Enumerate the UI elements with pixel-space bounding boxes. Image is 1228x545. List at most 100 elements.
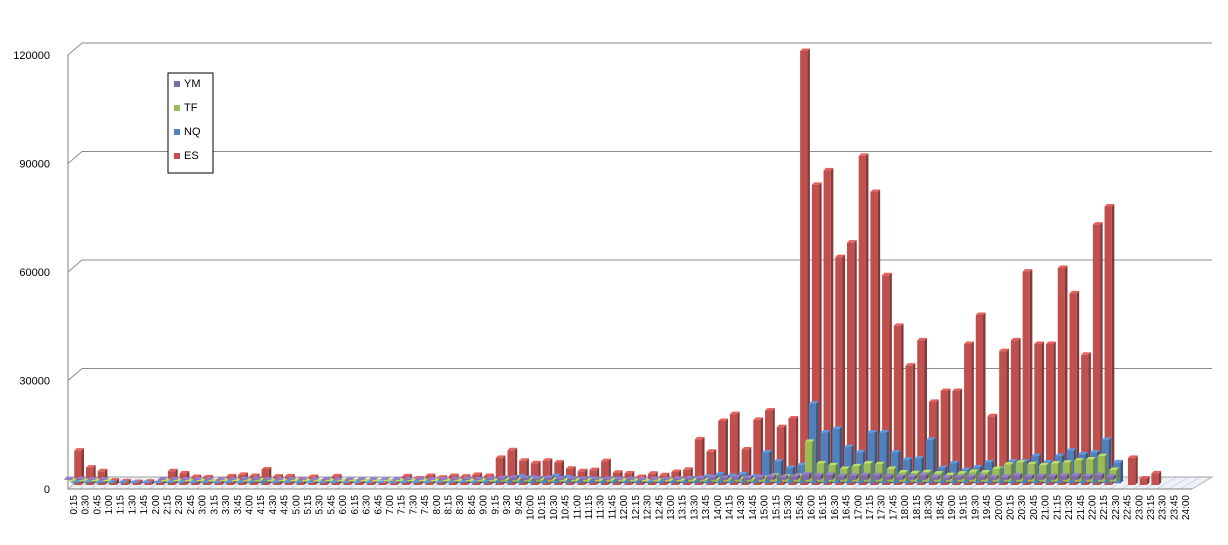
x-tick-label: 23:00 (1134, 495, 1145, 520)
bar-TF-top (1003, 462, 1014, 465)
x-tick-label: 8:15 (444, 495, 455, 515)
bar-TF (863, 463, 871, 482)
bar-TF (78, 480, 87, 482)
bar-YM-top (169, 477, 180, 480)
bar-ES-side (1029, 269, 1033, 485)
bar-YM-top (965, 474, 976, 478)
bar-YM-top (497, 475, 508, 479)
x-tick-label: 20:00 (994, 495, 1005, 520)
bar-ES-top (249, 473, 260, 476)
bar-NQ (469, 482, 477, 484)
bar-TF (652, 480, 660, 482)
x-tick-label: 5:00 (291, 495, 302, 515)
x-tick-label: 6:00 (338, 495, 349, 515)
bar-TF-top (910, 470, 920, 474)
x-tick-label: 16:15 (818, 495, 829, 520)
x-tick-label: 10:45 (561, 495, 572, 520)
x-tick-label: 21:45 (1076, 495, 1087, 520)
bar-YM-side (1066, 473, 1070, 480)
bar-YM (684, 478, 693, 480)
bar-ES (835, 257, 843, 485)
bar-YM-side (996, 474, 999, 480)
bar-YM-top (392, 477, 402, 480)
x-tick-label: 8:30 (455, 495, 466, 515)
bar-NQ (492, 480, 500, 484)
bar-YM-side (165, 477, 168, 480)
bar-YM-top (743, 475, 754, 478)
bar-NQ (82, 482, 91, 484)
x-tick-label: 19:30 (970, 495, 981, 520)
bar-YM-side (902, 474, 906, 480)
bar-ES-top (85, 465, 96, 468)
bar-NQ (258, 481, 266, 484)
bar-ES-top (1034, 341, 1045, 344)
bar-YM (895, 476, 903, 480)
bar-YM-side (211, 477, 215, 480)
x-tick-label: 1:15 (116, 495, 127, 515)
bar-TF-top (968, 469, 979, 472)
x-tick-label: 4:15 (256, 495, 267, 515)
bar-NQ (200, 482, 208, 484)
bar-ES-side (889, 272, 892, 485)
bar-TF (500, 480, 508, 482)
bar-YM-side (820, 473, 824, 480)
bar-NQ (164, 482, 173, 484)
bar-YM-top (263, 477, 274, 480)
x-tick-label: 18:00 (900, 495, 911, 520)
bar-YM-side (926, 473, 929, 480)
x-tick-label: 16:00 (806, 495, 817, 520)
bar-ES-top (448, 473, 459, 476)
bar-ES-top (835, 254, 846, 258)
bar-TF (570, 480, 578, 482)
bar-ES-side (1158, 470, 1162, 485)
bar-ES-side (1111, 204, 1115, 485)
bar-ES-top (167, 468, 178, 472)
y-axis-ticks: 0 30000 60000 90000 120000 (13, 50, 50, 496)
bar-YM (1000, 477, 1009, 480)
bar-YM-side (668, 476, 672, 480)
bar-YM-top (836, 473, 847, 477)
bar-NQ-top (855, 450, 866, 453)
x-tick-label: 15:00 (760, 495, 771, 520)
bar-ES (1046, 343, 1054, 485)
bar-NQ-top (832, 426, 843, 430)
bar-ES (870, 192, 878, 486)
bar-TF-side (1104, 453, 1108, 482)
bar-ES (1010, 340, 1019, 485)
bar-YM-side (106, 477, 110, 480)
bar-YM-top (591, 476, 601, 480)
bar-TF-top (886, 466, 897, 469)
x-tick-label: 8:45 (467, 495, 478, 515)
bar-YM-side (329, 477, 332, 480)
bar-ES-top (917, 337, 927, 341)
bar-TF (1027, 464, 1035, 482)
bar-ES (144, 481, 152, 485)
bar-ES-top (554, 460, 565, 463)
x-tick-label: 12:15 (631, 495, 642, 520)
bar-TF-top (839, 466, 850, 469)
bar-YM-top (204, 477, 215, 480)
bar-TF (617, 480, 625, 482)
y-tick-label: 120000 (13, 50, 50, 62)
x-tick-label: 4:45 (280, 495, 291, 515)
bar-YM (1094, 475, 1102, 480)
bar-ES (1127, 457, 1136, 485)
bar-YM-side (727, 475, 730, 480)
bar-YM (708, 477, 716, 480)
bar-YM (1024, 476, 1032, 480)
bar-YM-side (1008, 474, 1011, 480)
x-tick-label: 2:30 (174, 495, 185, 515)
bar-ES-top (729, 411, 740, 415)
bar-YM-top (415, 477, 426, 480)
bar-NQ (246, 481, 255, 484)
bar-YM-top (1024, 474, 1035, 477)
bar-YM-top (474, 476, 484, 480)
bar-YM-side (680, 476, 683, 480)
bar-YM-side (703, 475, 707, 480)
bar-YM-top (825, 472, 836, 475)
bar-ES (975, 315, 984, 485)
bar-TF (67, 480, 75, 482)
bar-YM (719, 477, 728, 480)
bar-NQ-top (118, 480, 128, 483)
bar-ES (542, 460, 550, 485)
